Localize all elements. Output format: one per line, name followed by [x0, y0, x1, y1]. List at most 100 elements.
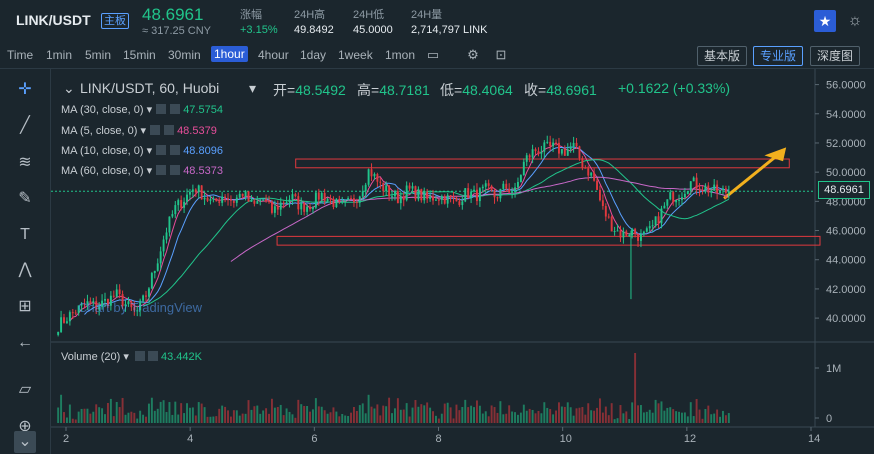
volume-bar — [150, 397, 153, 423]
volume-bar — [475, 400, 478, 423]
tf-1week[interactable]: 1week — [338, 48, 373, 62]
candle-body — [232, 200, 235, 203]
pair-name[interactable]: LINK/USDT — [16, 12, 91, 28]
candle-body — [109, 295, 112, 306]
volume-bar — [221, 405, 224, 423]
crosshair-icon[interactable]: ✛ — [18, 81, 32, 98]
view-pro-button[interactable]: 专业版 — [753, 46, 804, 66]
theme-toggle-icon[interactable]: ☼ — [847, 12, 863, 29]
volume-bar — [678, 411, 681, 423]
volume-bar — [385, 406, 388, 423]
candle-body — [449, 195, 452, 197]
screenshot-icon[interactable]: ⊡ — [495, 47, 507, 62]
candle-body — [686, 191, 689, 194]
candle-body — [262, 199, 265, 201]
view-depth-button[interactable]: 深度图 — [810, 46, 861, 66]
candle-body — [628, 235, 631, 237]
candle-body — [414, 186, 417, 200]
brush-icon[interactable]: ✎ — [18, 190, 32, 207]
volume-legend[interactable]: Volume (20) ▾ 43.442K — [61, 351, 202, 363]
indicator-ma10[interactable]: MA (10, close, 0) ▾ 48.8096 — [61, 145, 223, 157]
indicator-icon[interactable]: ▭ — [426, 47, 440, 62]
candle-body — [106, 299, 109, 306]
candle-body — [150, 273, 153, 289]
tf-5min[interactable]: 5min — [85, 48, 112, 62]
volume-bar — [98, 407, 101, 423]
candle-body — [692, 177, 695, 182]
volume-bar — [446, 402, 449, 423]
view-basic-button[interactable]: 基本版 — [697, 46, 748, 66]
candle-body — [63, 317, 65, 323]
high-label-legend: 高= — [357, 82, 380, 98]
volume-bar — [443, 403, 446, 423]
candle-body — [408, 185, 411, 189]
candle-body — [335, 198, 338, 208]
zoom-icon[interactable]: ⊕ — [18, 418, 32, 435]
volume-bar — [361, 403, 364, 423]
candle-body — [722, 188, 724, 191]
tf-15min[interactable]: 15min — [123, 48, 156, 62]
y-tick-label: 42.0000 — [826, 284, 866, 296]
measure-icon[interactable]: ⊞ — [18, 298, 32, 315]
volume-bar — [209, 416, 212, 423]
fib-icon[interactable]: ≋ — [18, 154, 32, 171]
candle-body — [511, 192, 514, 194]
volume-bar — [370, 406, 373, 423]
candle-body — [355, 201, 358, 203]
tf-1min[interactable]: 1min — [46, 48, 73, 62]
volume-bar — [57, 407, 60, 423]
candle-body — [552, 142, 555, 147]
title-dropdown-icon[interactable]: ▾ — [249, 80, 257, 96]
candle-body — [648, 226, 651, 229]
candle-body — [253, 200, 256, 204]
volume-bar — [391, 413, 393, 423]
tf-time[interactable]: Time — [7, 48, 34, 62]
candle-body — [642, 231, 645, 234]
candle-body — [584, 167, 587, 169]
candle-body — [405, 185, 408, 201]
volume-bar — [396, 398, 399, 423]
legend-collapse-icon[interactable]: ⌄ — [63, 80, 75, 96]
candle-body — [326, 198, 329, 202]
y-tick-label: 56.0000 — [826, 80, 866, 92]
volume-bar — [186, 403, 188, 423]
indicator-ma30[interactable]: MA (30, close, 0) ▾ 47.5754 — [61, 104, 223, 116]
candle-body — [508, 188, 511, 193]
favorite-star-icon[interactable]: ★ — [814, 10, 836, 32]
volume-bar — [314, 398, 317, 423]
candle-body — [698, 188, 701, 191]
tf-1day[interactable]: 1day — [300, 48, 327, 62]
volume-bar — [578, 407, 581, 423]
pattern-icon[interactable]: ⋀ — [18, 261, 32, 278]
volume-bar — [118, 407, 121, 423]
volume-bar — [285, 408, 288, 423]
change-value: +3.15% — [240, 24, 278, 36]
candle-body — [235, 197, 238, 203]
indicator-ma5[interactable]: MA (5, close, 0) ▾ 48.5379 — [61, 125, 217, 137]
close-value: 48.6961 — [546, 82, 597, 98]
candle-body — [77, 305, 80, 313]
candle-body — [206, 197, 209, 201]
candle-body — [200, 185, 203, 200]
volume-bar — [355, 410, 358, 423]
collapse-chevron-icon[interactable]: ⌄ — [14, 431, 36, 453]
tf-30min[interactable]: 30min — [168, 48, 201, 62]
ruler-icon[interactable]: ▱ — [18, 381, 32, 398]
tf-1mon[interactable]: 1mon — [385, 48, 416, 62]
text-icon[interactable]: T — [20, 226, 30, 243]
candle-body — [303, 202, 306, 212]
tf-1hour[interactable]: 1hour — [211, 46, 248, 62]
settings-gear-icon[interactable]: ⚙ — [467, 47, 479, 62]
indicator-ma60[interactable]: MA (60, close, 0) ▾ 48.5373 — [61, 165, 223, 177]
volume-bar — [115, 402, 118, 423]
trendline-icon[interactable]: ╱ — [20, 117, 30, 134]
candle-body — [587, 168, 590, 176]
volume-bar — [259, 413, 262, 423]
arrow-left-icon[interactable]: ← — [17, 334, 33, 351]
candle-body — [159, 251, 162, 264]
ma60-value: 48.5373 — [183, 165, 223, 177]
candle-body — [490, 185, 493, 191]
tf-4hour[interactable]: 4hour — [258, 48, 289, 62]
candle-body — [341, 201, 344, 203]
